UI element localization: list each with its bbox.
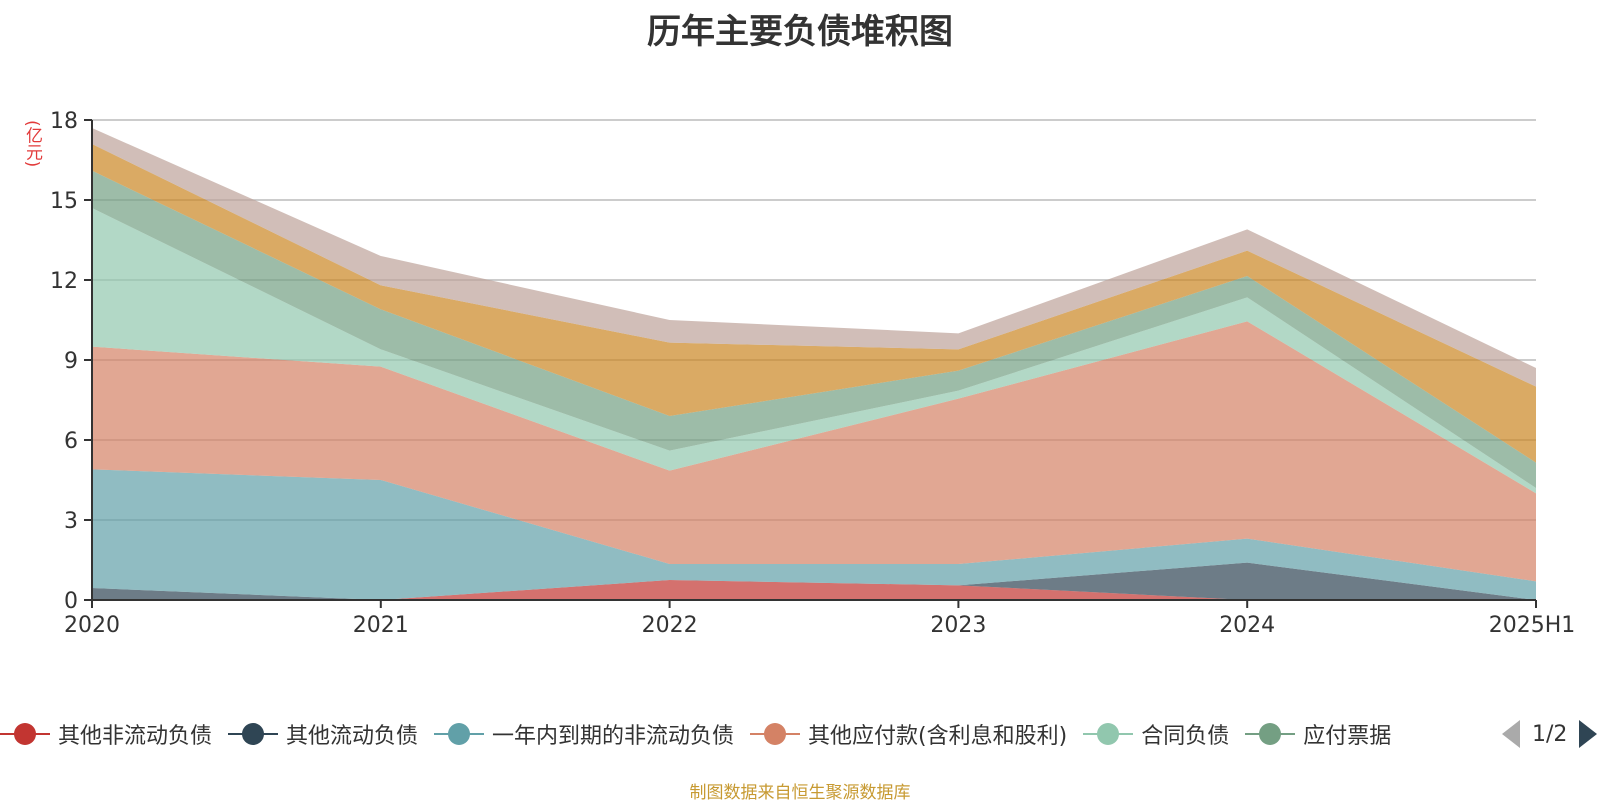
area-series-4[interactable]: [92, 321, 1536, 582]
x-tick-label: 2023: [930, 613, 986, 638]
legend-items: 其他非流动负债 其他流动负债 一年内到期的非流动负债 其他应付款(含利息和股利) 合同负…: [0, 714, 1486, 754]
legend-label: 其他应付款(含利息和股利): [808, 724, 1068, 749]
legend-item[interactable]: 一年内到期的非流动负债: [434, 714, 734, 754]
chart-title: 历年主要负债堆积图: [647, 12, 953, 52]
area-series-8[interactable]: [92, 128, 1536, 387]
x-tick-label: 2022: [642, 613, 698, 638]
legend-dot: [14, 723, 36, 745]
legend-label: 合同负债: [1141, 724, 1230, 749]
y-tick-label: 3: [64, 509, 78, 534]
area-series-6[interactable]: [92, 170, 1536, 488]
x-tick-label: 2024: [1219, 613, 1275, 638]
legend-label: 应付票据: [1303, 724, 1392, 749]
legend-item[interactable]: 应付票据: [1245, 714, 1391, 754]
legend-item[interactable]: 其他应付款(含利息和股利): [750, 714, 1067, 754]
area-series-1[interactable]: [92, 580, 1536, 600]
x-tick-label: 2021: [353, 613, 409, 638]
legend-dot: [764, 723, 787, 745]
x-tick-label: 2020: [64, 613, 120, 638]
legend-dot: [242, 723, 265, 745]
legend-marker-icon: [228, 722, 279, 746]
legend-label: 一年内到期的非流动负债: [492, 724, 735, 749]
y-tick-label: 0: [64, 589, 78, 614]
legend-pager: 1/2: [1500, 714, 1600, 754]
y-axis-unit-label: (亿元): [22, 120, 42, 168]
legend-item[interactable]: 其他流动负债: [228, 714, 418, 754]
area-series-7[interactable]: [92, 144, 1536, 463]
legend-label: 其他非流动负债: [58, 724, 213, 749]
y-tick-label: 9: [64, 349, 78, 374]
area-series-3[interactable]: [92, 469, 1536, 600]
legend-prev-page-icon[interactable]: [1502, 720, 1520, 748]
source-note: 制图数据来自恒生聚源数据库: [689, 783, 911, 803]
y-tick-label: 12: [50, 269, 78, 294]
legend-item[interactable]: 合同负债: [1083, 714, 1229, 754]
legend-label: 其他流动负债: [286, 724, 419, 749]
stacked-area-chart: 0 3 6 9 12 15 18 2020 2021 2022 2023 2024 2025H1: [50, 109, 1576, 638]
legend-item[interactable]: 其他非流动负债: [0, 714, 212, 754]
legend: 其他非流动负债 其他流动负债 一年内到期的非流动负债 其他应付款(含利息和股利) 合同负…: [0, 714, 1600, 754]
legend-marker-icon: [1245, 722, 1296, 746]
legend-dot: [448, 723, 471, 745]
y-tick-label: 6: [64, 429, 78, 454]
legend-next-page-icon[interactable]: [1579, 720, 1598, 748]
legend-marker-icon: [0, 722, 50, 746]
y-tick-label: 18: [50, 109, 78, 134]
legend-marker-icon: [750, 722, 801, 746]
legend-dot: [1097, 723, 1120, 745]
area-series-2[interactable]: [92, 562, 1536, 600]
legend-page-indicator: 1/2: [1532, 721, 1568, 747]
legend-marker-icon: [1083, 722, 1134, 746]
legend-marker-icon: [434, 722, 485, 746]
legend-dot: [1259, 723, 1282, 745]
x-tick-label: 2025H1: [1489, 613, 1576, 638]
area-series-5[interactable]: [92, 208, 1536, 494]
y-tick-label: 15: [50, 189, 78, 214]
